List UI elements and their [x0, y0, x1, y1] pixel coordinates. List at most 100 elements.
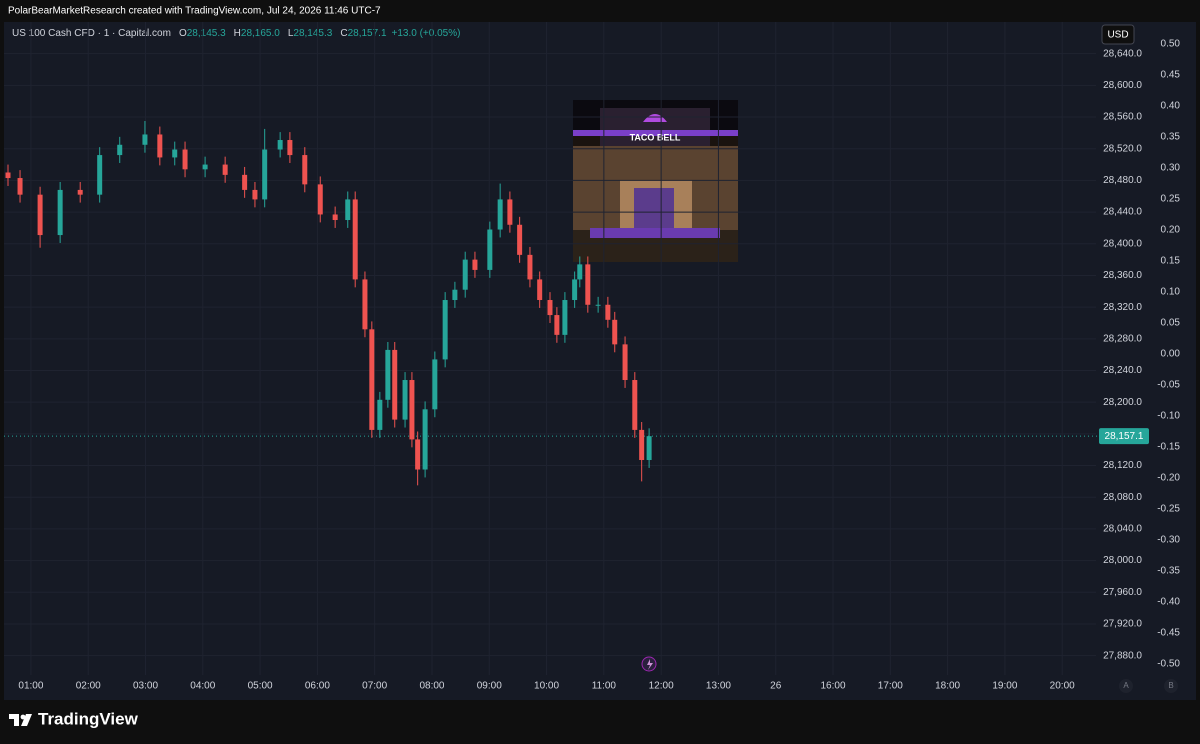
- candle-body: [332, 214, 338, 221]
- y2-tick-label: -0.30: [1157, 535, 1180, 546]
- image-door: [634, 188, 674, 230]
- x-tick-label: 10:00: [534, 681, 559, 692]
- y-tick-label: 28,560.0: [1103, 112, 1142, 123]
- last-price-label: 28,157.1: [1105, 431, 1144, 442]
- y-tick-label: 28,280.0: [1103, 333, 1142, 344]
- candle-body: [157, 134, 163, 158]
- candle-body: [554, 315, 560, 335]
- candle-body: [585, 264, 591, 305]
- footer-button[interactable]: [1119, 679, 1133, 693]
- y2-tick-label: 0.10: [1161, 286, 1181, 297]
- y2-tick-label: -0.50: [1157, 659, 1180, 670]
- y-tick-label: 28,040.0: [1103, 524, 1142, 535]
- candle-body: [537, 279, 543, 301]
- currency-box[interactable]: [1101, 24, 1135, 45]
- y-tick-label: 28,080.0: [1103, 492, 1142, 503]
- y2-tick-label: 0.35: [1161, 131, 1181, 142]
- candle-body: [639, 429, 645, 461]
- candle-body: [415, 439, 421, 470]
- candle-body: [317, 184, 323, 215]
- y-tick-label: 28,400.0: [1103, 238, 1142, 249]
- candle-body: [37, 194, 43, 236]
- legend: US 100 Cash CFD · 1 · Capital.com O28,145…: [12, 28, 460, 39]
- candle-body: [252, 189, 258, 200]
- logo-dot: [20, 714, 26, 720]
- candle-body: [57, 189, 63, 236]
- y2-tick-label: -0.35: [1157, 566, 1180, 577]
- x-tick-label: 09:00: [477, 681, 502, 692]
- candle-body: [432, 359, 438, 410]
- y2-tick-label: 0.15: [1161, 255, 1181, 266]
- x-tick-label: 17:00: [878, 681, 903, 692]
- candle-body: [577, 264, 583, 280]
- image: TACO BELL: [573, 100, 738, 262]
- logo-mark: [9, 714, 19, 726]
- candle-body: [472, 259, 478, 270]
- y2-tick-label: -0.20: [1157, 473, 1180, 484]
- legend-value: 28,145.3: [187, 28, 226, 39]
- y2-tick-label: -0.15: [1157, 442, 1180, 453]
- candle-body: [392, 349, 398, 420]
- legend-change: +13.0 (+0.05%): [392, 28, 461, 39]
- candle-body: [142, 134, 148, 145]
- x-tick-label: 16:00: [821, 681, 846, 692]
- legend-key: C: [340, 28, 347, 39]
- legend-value: 28,145.3: [293, 28, 332, 39]
- y2-tick-label: -0.25: [1157, 504, 1180, 515]
- y-tick-label: 27,960.0: [1103, 587, 1142, 598]
- candle-body: [632, 380, 638, 430]
- legend-key: O: [179, 28, 187, 39]
- candle-body: [345, 199, 351, 221]
- legend-key: H: [234, 28, 241, 39]
- y-tick-label: 27,920.0: [1103, 619, 1142, 630]
- x-tick-label: 19:00: [992, 681, 1017, 692]
- x-tick-label: 12:00: [649, 681, 674, 692]
- candle-body: [595, 304, 601, 306]
- x-tick-label: 08:00: [419, 681, 444, 692]
- x-tick-label: 26: [770, 681, 782, 692]
- candle-body: [202, 164, 208, 170]
- candle-body: [547, 300, 553, 316]
- legend-value: 28,157.1: [348, 28, 387, 39]
- grid: [4, 22, 1096, 675]
- candle-body: [262, 149, 268, 200]
- footer-button[interactable]: [1164, 679, 1178, 693]
- x-tick-label: 11:00: [592, 681, 617, 692]
- candle-body: [442, 300, 448, 360]
- y-tick-label: 28,480.0: [1103, 175, 1142, 186]
- x-tick-label: 04:00: [190, 681, 215, 692]
- candle-body: [117, 144, 123, 156]
- candle-body: [5, 172, 11, 179]
- candle-body: [572, 279, 578, 301]
- candle-body: [77, 189, 83, 195]
- x-tick-label: 18:00: [935, 681, 960, 692]
- footer-button-label: A: [1123, 681, 1129, 690]
- candle-body: [242, 174, 248, 190]
- image-text: TACO BELL: [630, 132, 681, 142]
- x-tick-label: 03:00: [133, 681, 158, 692]
- footer-button-label: B: [1168, 681, 1173, 690]
- legend-key: L: [288, 28, 294, 39]
- candle-body: [377, 399, 383, 430]
- brand: TradingView: [38, 709, 139, 728]
- candle-body: [622, 344, 628, 381]
- y-tick-label: 28,000.0: [1103, 555, 1142, 566]
- y2-tick-label: 0.20: [1161, 224, 1181, 235]
- candle-body: [562, 300, 568, 335]
- candle-body: [302, 155, 308, 185]
- candle-body: [527, 254, 533, 280]
- candle-body: [507, 199, 513, 225]
- y-tick-label: 28,360.0: [1103, 270, 1142, 281]
- candle-body: [222, 164, 228, 175]
- candle-body: [97, 155, 103, 195]
- x-tick-label: 01:00: [18, 681, 43, 692]
- y-tick-label: 28,120.0: [1103, 460, 1142, 471]
- y2-tick-label: -0.45: [1157, 628, 1180, 639]
- candle-body: [362, 279, 368, 330]
- x-tick-label: 07:00: [362, 681, 387, 692]
- y-tick-label: 27,880.0: [1103, 650, 1142, 661]
- y2-tick-label: 0.25: [1161, 193, 1181, 204]
- candle-body: [402, 380, 408, 420]
